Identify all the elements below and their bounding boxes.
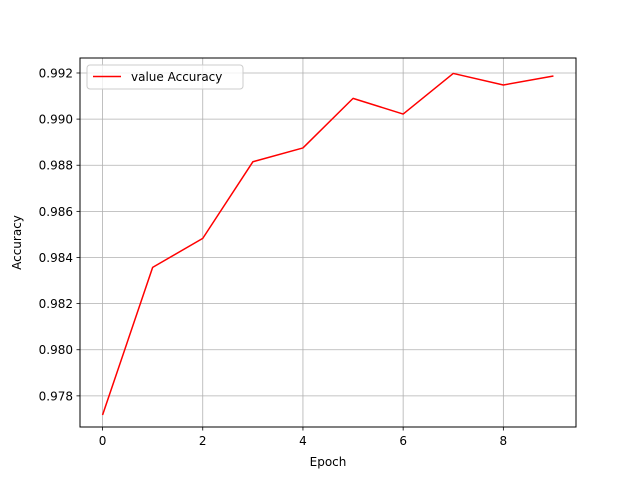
y-tick-label: 0.980 [39,343,73,357]
x-tick-label: 4 [299,434,307,448]
legend-box [86,64,244,90]
y-tick-label: 0.990 [39,113,73,127]
legend: value Accuracy [86,64,244,90]
y-tick-label: 0.986 [39,205,73,219]
axis-ticks: 0 2 4 6 8 0.978 0.980 0.982 0.984 0.986 0.988 0.990… [39,66,508,448]
plot-frame [79,57,577,428]
plot-background [80,58,576,427]
y-tick-label: 0.988 [39,159,73,173]
series-layer [101,72,554,416]
x-tick-label: 8 [500,434,508,448]
y-tick-label: 0.982 [39,297,73,311]
x-axis-label: Epoch [310,455,347,469]
x-tick-label: 2 [199,434,207,448]
x-tick-label: 0 [99,434,107,448]
legend-label: value Accuracy [131,70,222,84]
y-tick-label: 0.992 [39,66,73,80]
series-line-value-accuracy [101,72,554,416]
x-tick-label: 6 [399,434,407,448]
y-tick-label: 0.978 [39,389,73,403]
grid-lines [80,58,576,427]
y-tick-label: 0.984 [39,251,73,265]
y-axis-label: Accuracy [10,215,24,270]
